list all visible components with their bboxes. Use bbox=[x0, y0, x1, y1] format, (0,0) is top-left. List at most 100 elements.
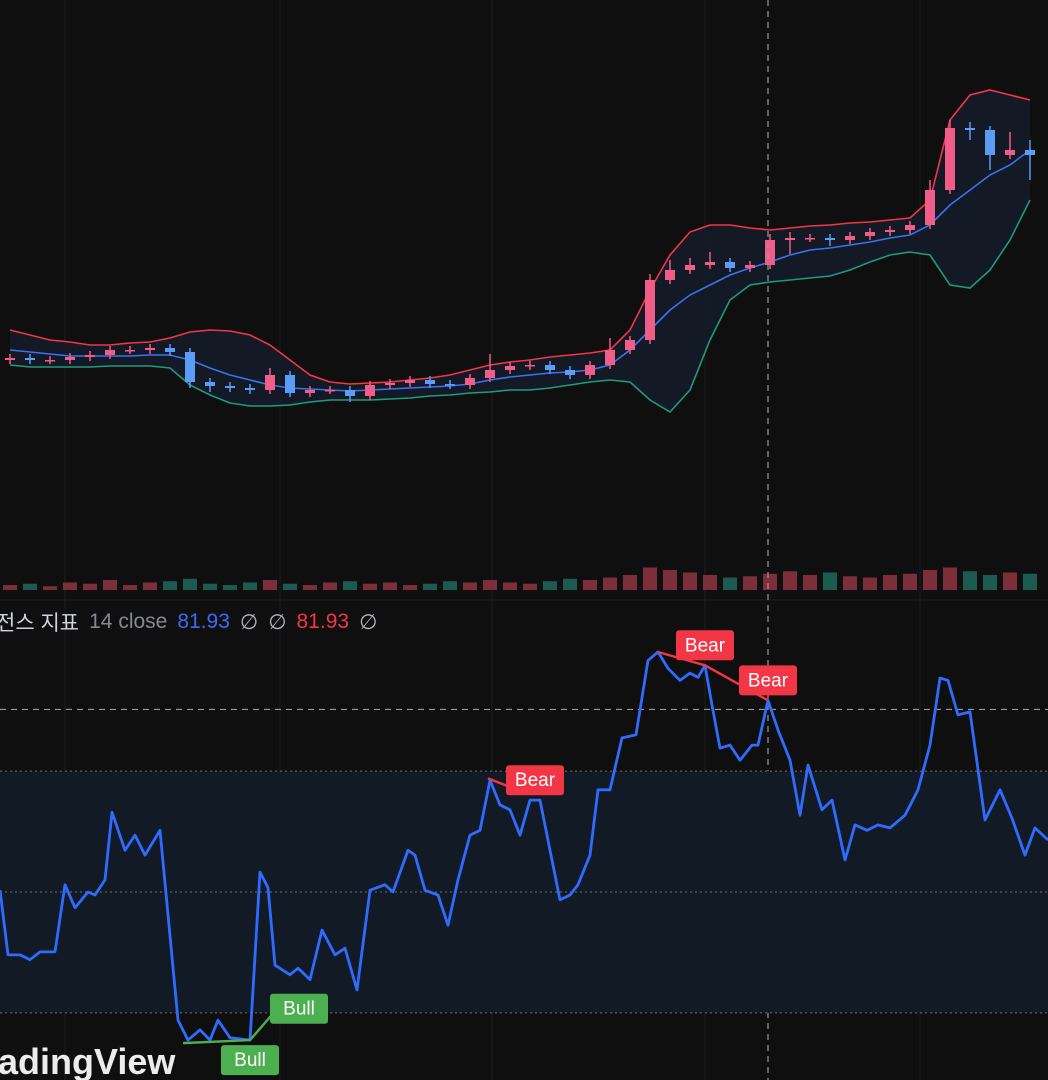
candle-body bbox=[465, 378, 475, 385]
volume-bar bbox=[583, 580, 597, 590]
band-line bbox=[9, 199, 1031, 414]
label-text: Bear bbox=[515, 770, 556, 791]
volume-bar bbox=[123, 585, 137, 590]
volume-bar bbox=[663, 570, 677, 590]
divergence-label: Bull bbox=[221, 1045, 279, 1076]
legend-item: ∅ bbox=[268, 610, 287, 634]
divergence-label: Bull bbox=[270, 993, 328, 1024]
candle-body bbox=[65, 357, 75, 360]
candle-body bbox=[525, 365, 535, 367]
candle-body bbox=[605, 350, 615, 365]
volume-bar bbox=[863, 577, 877, 590]
volume-bar bbox=[483, 580, 497, 590]
divergence-label: Bear bbox=[676, 630, 734, 661]
candle-body bbox=[785, 238, 795, 240]
divergence-line bbox=[249, 1013, 273, 1041]
volume-bar bbox=[223, 585, 237, 590]
candle-body bbox=[285, 375, 295, 393]
volume-bar bbox=[83, 583, 97, 590]
volume-bar bbox=[43, 586, 57, 590]
volume-bar bbox=[303, 585, 317, 590]
candle-body bbox=[825, 238, 835, 240]
volume-bar bbox=[763, 573, 777, 590]
candle-body bbox=[305, 390, 315, 393]
volume-bar bbox=[683, 572, 697, 590]
candle-body bbox=[805, 238, 815, 240]
candle-body bbox=[485, 370, 495, 378]
candle-body bbox=[165, 348, 175, 352]
volume-bar bbox=[823, 572, 837, 590]
label-text: Bull bbox=[234, 1050, 266, 1071]
volume-bar bbox=[803, 575, 817, 590]
label-text: Bear bbox=[748, 670, 789, 691]
volume-bar bbox=[523, 583, 537, 590]
candle-body bbox=[85, 355, 95, 357]
volume-bar bbox=[983, 575, 997, 590]
candle-body bbox=[25, 358, 35, 360]
label-box bbox=[270, 993, 328, 1024]
volume-bar bbox=[843, 576, 857, 590]
divergence-line bbox=[487, 777, 509, 788]
volume-bar bbox=[323, 582, 337, 590]
candle-body bbox=[585, 365, 595, 375]
volume-bar bbox=[383, 582, 397, 590]
candle-body bbox=[685, 265, 695, 270]
volume-bar bbox=[423, 583, 437, 590]
divergence-label: Bear bbox=[506, 765, 564, 796]
volume-bar bbox=[283, 583, 297, 590]
candle-body bbox=[905, 225, 915, 230]
band-fill bbox=[10, 90, 1030, 412]
divergence-line bbox=[182, 1038, 251, 1045]
candle-body bbox=[365, 385, 375, 396]
candle-body bbox=[505, 366, 515, 370]
volume-bar bbox=[923, 570, 937, 590]
candle-body bbox=[1025, 150, 1035, 155]
candle-body bbox=[945, 128, 955, 190]
volume-bar bbox=[203, 583, 217, 590]
volume-bar bbox=[403, 585, 417, 590]
volume-bar bbox=[463, 582, 477, 590]
volume-bar bbox=[503, 582, 517, 590]
volume-bar bbox=[703, 575, 717, 590]
candle-body bbox=[765, 240, 775, 265]
candle-body bbox=[205, 382, 215, 386]
volume-bar bbox=[23, 583, 37, 590]
volume-bar bbox=[723, 577, 737, 590]
volume-bar bbox=[1023, 573, 1037, 590]
candle-body bbox=[145, 348, 155, 350]
volume-bar bbox=[623, 575, 637, 590]
legend-item: 14 close bbox=[89, 610, 168, 633]
candle-body bbox=[265, 375, 275, 390]
volume-bar bbox=[943, 567, 957, 590]
candle-body bbox=[345, 390, 355, 396]
label-box bbox=[739, 665, 797, 696]
volume-bar bbox=[183, 578, 197, 590]
candle-body bbox=[225, 386, 235, 388]
label-box bbox=[506, 765, 564, 796]
candle-body bbox=[105, 350, 115, 355]
candle-body bbox=[405, 380, 415, 383]
legend-item: ∅ bbox=[239, 610, 259, 634]
band-line bbox=[9, 89, 1031, 385]
candle-body bbox=[745, 265, 755, 268]
volume-bar bbox=[903, 573, 917, 590]
indicator-legend: 전스 지표 14 close 81.93 ∅ ∅ 81.93 ∅ bbox=[0, 608, 387, 636]
candle-body bbox=[5, 358, 15, 360]
volume-bar bbox=[363, 583, 377, 590]
volume-bar bbox=[883, 575, 897, 590]
candle-body bbox=[845, 236, 855, 240]
candle-body bbox=[45, 360, 55, 362]
candle-body bbox=[965, 128, 975, 130]
rsi-line bbox=[0, 650, 1048, 1042]
candle-body bbox=[1005, 150, 1015, 155]
volume-bar bbox=[243, 582, 257, 590]
watermark: adingView bbox=[0, 1041, 176, 1080]
volume-bar bbox=[103, 580, 117, 590]
volume-bar bbox=[63, 582, 77, 590]
volume-bar bbox=[343, 581, 357, 590]
volume-bar bbox=[743, 576, 757, 590]
candle-body bbox=[645, 280, 655, 340]
candle-body bbox=[665, 270, 675, 280]
band-line bbox=[9, 149, 1031, 392]
